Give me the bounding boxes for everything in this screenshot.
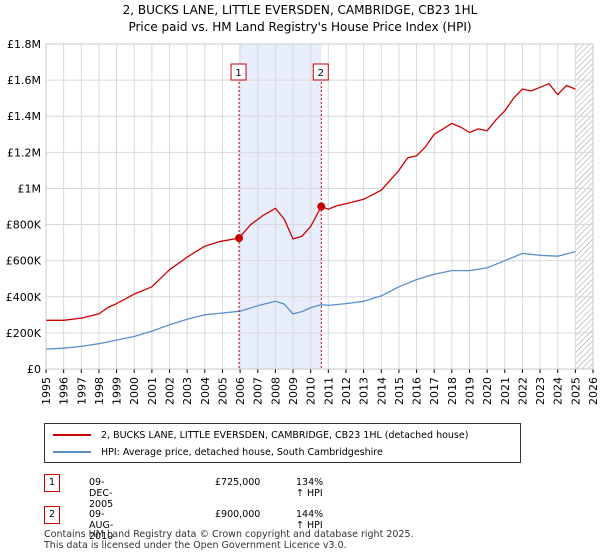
- sale-period-band: [239, 44, 322, 369]
- footer: Contains HM Land Registry data © Crown c…: [44, 529, 414, 551]
- property-price-line: [46, 83, 576, 321]
- x-tick-label: 2004: [199, 377, 212, 405]
- legend-label-property: 2, BUCKS LANE, LITTLE EVERSDEN, CAMBRIDG…: [101, 429, 469, 441]
- x-tick-label: 2001: [146, 377, 159, 405]
- x-tick-label: 2015: [393, 377, 406, 405]
- y-tick-label: £200K: [6, 327, 42, 340]
- transaction-hpi-change: 134% ↑ HPI: [296, 477, 324, 499]
- price-chart: £0 £200K £400K £600K £800K £1M £1.2M £1.4M £1.6M…: [6, 38, 600, 405]
- transaction-hpi-change: 144% ↑ HPI: [296, 509, 324, 531]
- x-tick-label: 2008: [269, 377, 282, 405]
- x-tick-label: 2012: [340, 377, 353, 405]
- y-tick-label: £1M: [18, 182, 42, 195]
- x-tick-label: 2003: [181, 377, 194, 405]
- x-tick-label: 2020: [481, 377, 494, 405]
- x-tick-label: 2023: [534, 377, 547, 405]
- x-tick-label: 2005: [216, 377, 229, 405]
- sale-label-box: [312, 63, 329, 81]
- hpi-line: [45, 250, 576, 350]
- chart-title: 2, BUCKS LANE, LITTLE EVERSDEN, CAMBRIDG…: [122, 3, 478, 17]
- x-tick-label: 2002: [164, 377, 177, 405]
- y-tick-label: £400K: [6, 291, 42, 304]
- footer-licence: This data is licensed under the Open Gov…: [44, 540, 347, 551]
- chart-subtitle: Price paid vs. HM Land Registry's House …: [128, 20, 472, 34]
- x-tick-label: 2021: [499, 377, 512, 405]
- x-tick-label: 1998: [93, 377, 106, 405]
- legend-item-hpi: HPI: Average price, detached house, Sout…: [53, 444, 383, 460]
- x-tick-label: 2000: [128, 377, 141, 405]
- y-tick-label: £1.6M: [7, 74, 41, 87]
- x-tick-label: 1996: [58, 377, 71, 405]
- legend-item-property: 2, BUCKS LANE, LITTLE EVERSDEN, CAMBRIDG…: [53, 427, 468, 443]
- transaction-price: £900,000: [215, 509, 261, 520]
- forecast-hatch: [575, 44, 593, 369]
- x-tick-label: 2019: [463, 377, 476, 405]
- legend-line-property: [53, 434, 91, 436]
- x-tick-label: 1999: [111, 377, 124, 405]
- x-tick-label: 2014: [375, 377, 388, 405]
- y-tick-label: £1.8M: [7, 38, 41, 51]
- x-tick-label: 2010: [305, 377, 318, 405]
- x-tick-label: 2025: [569, 377, 582, 405]
- y-tick-label: £1.2M: [7, 146, 41, 159]
- transaction-marker: 1: [44, 474, 60, 492]
- plot-frame: [45, 43, 594, 370]
- x-tick-label: 2006: [234, 377, 247, 405]
- y-tick-label: £0: [27, 363, 41, 376]
- y-tick-label: £800K: [6, 219, 42, 232]
- x-tick-label: 2016: [411, 377, 424, 405]
- x-tick-label: 2026: [587, 377, 600, 405]
- x-tick-label: 2009: [287, 377, 300, 405]
- x-tick-label: 1997: [75, 377, 88, 405]
- x-tick-label: 2007: [252, 377, 265, 405]
- sale-label-box: [230, 63, 247, 81]
- sale-label: 2: [318, 68, 324, 79]
- legend-line-hpi: [53, 451, 91, 453]
- footer-copyright: Contains HM Land Registry data © Crown c…: [44, 529, 414, 540]
- x-tick-label: 2018: [446, 377, 459, 405]
- sale-point: [317, 202, 326, 211]
- y-tick-label: £600K: [6, 255, 42, 268]
- transaction-marker: 2: [44, 506, 60, 524]
- transaction-price: £725,000: [215, 477, 261, 488]
- x-tick-label: 2022: [516, 377, 529, 405]
- x-tick-label: 2013: [358, 377, 371, 405]
- transaction-date: 09-DEC-2005: [89, 477, 114, 510]
- sale-label: 1: [235, 68, 241, 79]
- legend: 2, BUCKS LANE, LITTLE EVERSDEN, CAMBRIDG…: [44, 423, 521, 463]
- x-tick-label: 2017: [428, 377, 441, 405]
- sale-point: [235, 234, 244, 243]
- x-tick-label: 1995: [40, 377, 53, 405]
- legend-label-hpi: HPI: Average price, detached house, Sout…: [101, 446, 383, 458]
- transaction-date: 09-AUG-2010: [89, 509, 114, 542]
- x-tick-label: 2011: [322, 377, 335, 405]
- y-tick-label: £1.4M: [7, 110, 41, 123]
- x-tick-label: 2024: [552, 377, 565, 405]
